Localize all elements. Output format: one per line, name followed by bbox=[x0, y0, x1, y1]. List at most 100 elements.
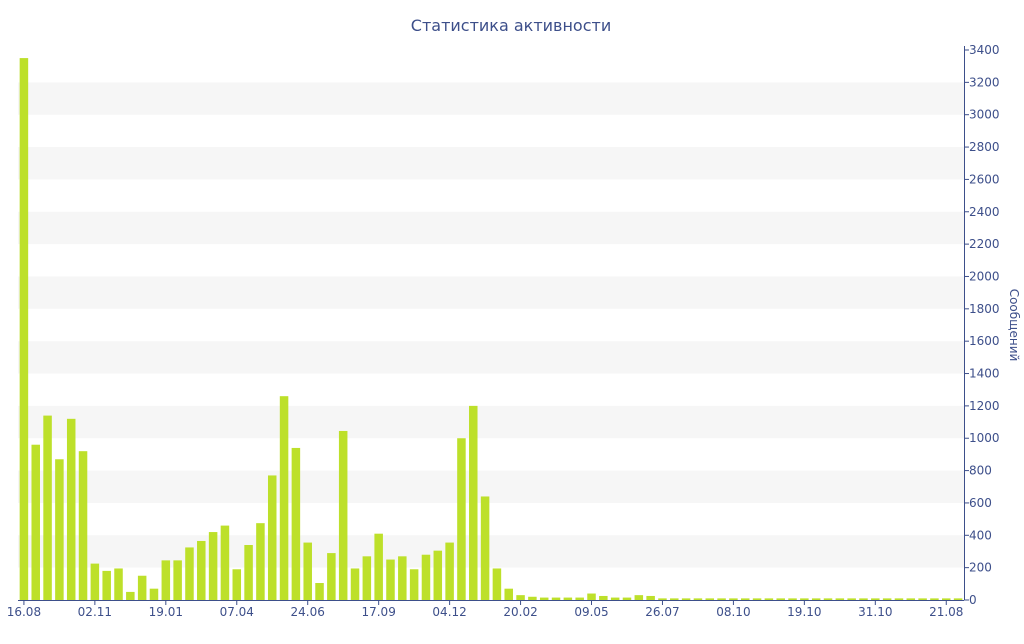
bar bbox=[374, 533, 383, 600]
bar bbox=[587, 593, 596, 600]
x-tick-label: 26.07 bbox=[645, 605, 679, 619]
bar bbox=[480, 496, 490, 600]
bar bbox=[693, 598, 703, 600]
bar bbox=[386, 559, 395, 600]
bar bbox=[398, 556, 407, 600]
x-tick-label: 08.10 bbox=[716, 605, 750, 619]
bar bbox=[256, 523, 265, 600]
bar bbox=[752, 598, 762, 600]
bar bbox=[43, 415, 52, 600]
bar bbox=[78, 451, 88, 600]
grid-band bbox=[18, 147, 964, 180]
bar bbox=[445, 542, 454, 600]
bar bbox=[327, 553, 336, 600]
bar bbox=[823, 598, 833, 600]
bar bbox=[882, 598, 892, 600]
grid-band bbox=[18, 276, 964, 309]
bar bbox=[930, 598, 939, 600]
y-tick-label: 3200 bbox=[969, 75, 1000, 89]
bar bbox=[66, 418, 76, 600]
x-tick-label: 24.06 bbox=[291, 605, 325, 619]
x-tick-label: 19.10 bbox=[787, 605, 821, 619]
chart-title: Статистика активности bbox=[411, 16, 611, 35]
bar bbox=[421, 554, 431, 600]
bar bbox=[847, 598, 856, 600]
bar bbox=[433, 550, 443, 600]
bar bbox=[670, 598, 679, 600]
bar bbox=[114, 568, 123, 600]
bar bbox=[350, 568, 360, 600]
y-tick-label: 2200 bbox=[969, 237, 1000, 251]
grid-band bbox=[18, 470, 964, 503]
bar bbox=[800, 598, 809, 600]
bar bbox=[279, 396, 289, 600]
bar bbox=[871, 598, 880, 600]
bar bbox=[740, 598, 750, 600]
bar bbox=[55, 459, 64, 600]
bar bbox=[208, 532, 218, 600]
bar bbox=[126, 591, 135, 600]
bar-series bbox=[19, 58, 963, 600]
bar bbox=[906, 598, 916, 600]
bar bbox=[942, 598, 951, 600]
x-tick-label: 09.05 bbox=[574, 605, 608, 619]
bar bbox=[31, 444, 40, 600]
x-axis-ticks: 16.08 02.11 19.01 07.04 24.06 17.09 04.12 20.02… bbox=[7, 600, 963, 619]
bar bbox=[362, 556, 372, 600]
x-tick-label: 19.01 bbox=[149, 605, 183, 619]
bar bbox=[894, 598, 904, 600]
bar bbox=[776, 598, 785, 600]
bar bbox=[646, 595, 655, 600]
bar bbox=[173, 560, 182, 600]
bar bbox=[267, 475, 277, 600]
grid-band bbox=[18, 82, 964, 115]
grid-bands bbox=[18, 82, 964, 568]
y-tick-label: 0 bbox=[969, 593, 977, 607]
bar bbox=[551, 597, 561, 600]
grid-band bbox=[18, 211, 964, 245]
bar bbox=[634, 595, 644, 600]
bar bbox=[303, 542, 312, 600]
bar bbox=[457, 438, 466, 600]
bar bbox=[19, 58, 29, 600]
bar bbox=[244, 545, 253, 600]
x-tick-label: 02.11 bbox=[78, 605, 112, 619]
bar bbox=[859, 598, 868, 600]
bar bbox=[409, 569, 419, 600]
bar bbox=[953, 598, 963, 600]
bar bbox=[811, 598, 821, 600]
y-axis-ticks: 0 200 400 600 800 1000 1200 1400 1600 1800 2000 220… bbox=[964, 43, 1000, 607]
bar bbox=[717, 598, 726, 600]
bar bbox=[705, 598, 715, 600]
x-tick-label: 17.09 bbox=[361, 605, 395, 619]
bar bbox=[504, 588, 513, 600]
x-tick-label: 07.04 bbox=[220, 605, 254, 619]
bar bbox=[516, 595, 525, 600]
y-tick-label: 1600 bbox=[969, 334, 1000, 348]
y-tick-label: 200 bbox=[969, 561, 992, 575]
axes bbox=[18, 46, 965, 601]
y-tick-label: 2800 bbox=[969, 140, 1000, 154]
bar bbox=[788, 598, 797, 600]
y-tick-label: 600 bbox=[969, 496, 992, 510]
bar bbox=[681, 598, 691, 600]
bar bbox=[315, 583, 324, 600]
y-tick-label: 2600 bbox=[969, 172, 1000, 186]
bar bbox=[610, 597, 620, 600]
bar bbox=[492, 568, 502, 600]
grid-band bbox=[18, 341, 964, 374]
bar bbox=[622, 597, 632, 600]
y-tick-label: 3400 bbox=[969, 43, 1000, 57]
bar bbox=[575, 597, 584, 600]
grid-band bbox=[18, 535, 964, 568]
y-tick-label: 3000 bbox=[969, 108, 1000, 122]
y-tick-label: 1400 bbox=[969, 367, 1000, 381]
grid-band bbox=[18, 405, 964, 439]
bar bbox=[539, 597, 549, 600]
bar bbox=[185, 547, 194, 600]
bar bbox=[469, 405, 478, 600]
bar bbox=[161, 560, 171, 600]
y-tick-label: 800 bbox=[969, 464, 992, 478]
